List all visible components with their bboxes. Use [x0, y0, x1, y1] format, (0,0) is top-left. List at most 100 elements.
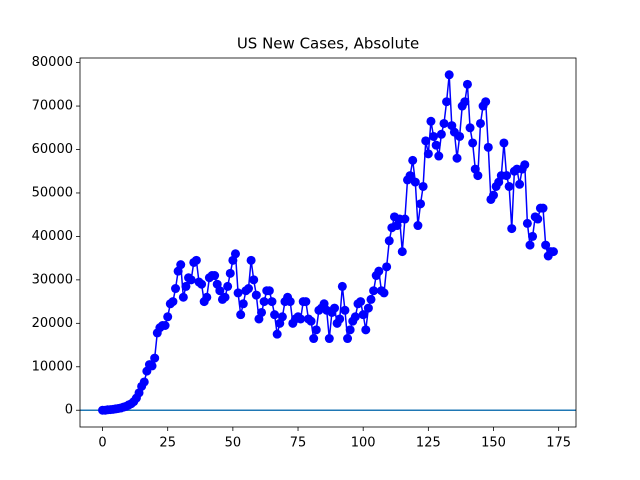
data-point	[270, 310, 280, 320]
data-point	[330, 303, 340, 313]
data-point	[296, 314, 306, 324]
data-point	[311, 325, 321, 335]
data-point	[337, 281, 347, 291]
data-point	[220, 292, 230, 302]
data-point	[408, 155, 418, 165]
data-point	[379, 288, 389, 298]
data-point	[520, 160, 530, 170]
data-point	[186, 275, 196, 285]
data-point	[230, 249, 240, 259]
data-point	[533, 214, 543, 224]
data-point	[238, 299, 248, 309]
y-tick-label: 50000	[32, 185, 73, 200]
data-point	[504, 181, 514, 191]
x-tick-label: 50	[225, 436, 242, 451]
data-point	[473, 171, 483, 181]
data-point	[340, 305, 350, 315]
data-point	[431, 140, 441, 150]
data-point	[181, 281, 191, 291]
data-point	[384, 236, 394, 246]
data-point	[223, 281, 233, 291]
data-point	[160, 320, 170, 330]
data-point	[416, 199, 426, 209]
data-point	[522, 218, 532, 228]
data-point	[548, 247, 558, 257]
data-point	[163, 312, 173, 322]
data-point	[541, 240, 551, 250]
data-point	[405, 171, 415, 181]
x-tick-label: 150	[481, 436, 506, 451]
data-point	[452, 153, 462, 163]
data-point	[285, 297, 295, 307]
data-point	[369, 286, 379, 296]
data-point	[460, 97, 470, 107]
y-tick-label: 0	[65, 403, 73, 418]
data-point	[233, 288, 243, 298]
data-point	[264, 286, 274, 296]
data-point	[528, 231, 538, 241]
data-point	[538, 203, 548, 213]
x-tick-label: 125	[416, 436, 441, 451]
data-point	[150, 353, 160, 363]
data-point	[462, 79, 472, 89]
data-point	[410, 177, 420, 187]
data-point	[483, 142, 493, 152]
data-point	[345, 325, 355, 335]
data-point	[215, 286, 225, 296]
data-point	[210, 271, 220, 281]
data-point	[225, 268, 235, 278]
data-point	[236, 310, 246, 320]
data-line	[102, 74, 554, 411]
data-point	[176, 260, 186, 270]
data-point	[515, 179, 525, 189]
data-point	[324, 334, 334, 344]
data-point	[382, 262, 392, 272]
data-point	[468, 138, 478, 148]
data-point	[429, 131, 439, 141]
data-point	[363, 303, 373, 313]
data-point	[442, 97, 452, 107]
data-point	[426, 116, 436, 126]
data-point	[455, 131, 465, 141]
data-point	[335, 314, 345, 324]
x-tick-label: 25	[159, 436, 176, 451]
plot-frame	[79, 57, 577, 428]
data-point	[246, 255, 256, 265]
data-point	[139, 377, 149, 387]
data-point	[465, 123, 475, 133]
data-point	[525, 240, 535, 250]
data-point	[436, 129, 446, 139]
x-tick-label: 0	[98, 436, 106, 451]
data-point	[421, 136, 431, 146]
data-point	[343, 334, 353, 344]
data-point	[272, 329, 282, 339]
data-point	[397, 247, 407, 257]
data-point	[309, 334, 319, 344]
data-point	[197, 279, 207, 289]
data-point	[361, 325, 371, 335]
data-point	[277, 312, 287, 322]
data-point	[358, 310, 368, 320]
y-tick-label: 30000	[32, 272, 73, 287]
data-point	[439, 118, 449, 128]
x-tick-label: 75	[290, 436, 307, 451]
y-tick-label: 10000	[32, 359, 73, 374]
data-point	[418, 181, 428, 191]
data-point	[267, 297, 277, 307]
data-point	[306, 316, 316, 326]
data-point	[350, 312, 360, 322]
data-point	[301, 297, 311, 307]
y-tick-label: 70000	[32, 99, 73, 114]
data-point	[259, 297, 269, 307]
y-tick-label: 40000	[32, 229, 73, 244]
data-point	[434, 151, 444, 161]
data-point	[374, 266, 384, 276]
data-point	[507, 224, 517, 234]
data-point	[499, 138, 509, 148]
data-point	[413, 221, 423, 231]
data-point	[489, 190, 499, 200]
data-point	[168, 297, 178, 307]
data-point	[481, 97, 491, 107]
